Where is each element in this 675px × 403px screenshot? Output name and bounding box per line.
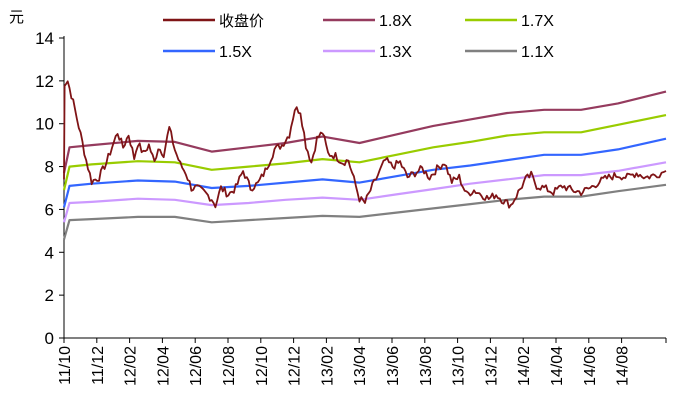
y-tick-label: 10 bbox=[35, 115, 54, 134]
x-tick-label: 13/06 bbox=[385, 346, 402, 386]
x-tick-label: 11/12 bbox=[90, 346, 107, 385]
y-tick-label: 4 bbox=[45, 243, 54, 262]
x-tick-label: 13/08 bbox=[418, 346, 435, 386]
series-line-band-1-1x bbox=[62, 183, 667, 240]
y-axis-unit-label: 元 bbox=[9, 8, 24, 26]
x-tick-label: 12/10 bbox=[254, 346, 271, 386]
legend-label-band-1-1x: 1.1X bbox=[521, 44, 554, 61]
plot-area: 0 2 4 6 8 10 12 14 11/10 11/12 12/02 12/04 12/06 12/0… bbox=[35, 29, 667, 386]
x-tick-label: 13/02 bbox=[319, 346, 336, 386]
x-tick-label: 12/04 bbox=[155, 346, 172, 386]
x-tick-label: 11/10 bbox=[57, 346, 74, 385]
y-tick-label: 14 bbox=[35, 29, 54, 48]
x-tick-label: 14/02 bbox=[516, 346, 533, 386]
y-tick-label: 0 bbox=[45, 329, 54, 348]
x-tick-label: 12/02 bbox=[123, 346, 140, 386]
legend: 收盘价 1.8X 1.7X 1.5X 1.3X 1.1X bbox=[163, 12, 554, 61]
y-tick-label: 8 bbox=[45, 158, 54, 177]
y-tick-label: 6 bbox=[45, 200, 54, 219]
legend-label-band-1-5x: 1.5X bbox=[219, 44, 252, 61]
series-line-band-1-5x bbox=[62, 137, 667, 208]
x-tick-label: 13/12 bbox=[483, 346, 500, 386]
legend-label-band-1-7x: 1.7X bbox=[521, 13, 554, 30]
x-tick-label: 14/06 bbox=[582, 346, 599, 386]
x-tick-label: 12/06 bbox=[188, 346, 205, 386]
x-tick-label: 13/04 bbox=[352, 346, 369, 386]
x-tick-label: 13/10 bbox=[451, 346, 468, 386]
series-line-close-price bbox=[63, 80, 667, 209]
series-line-band-1-3x bbox=[62, 161, 667, 223]
x-tick-label: 12/12 bbox=[287, 346, 304, 386]
series-line-band-1-7x bbox=[62, 114, 667, 191]
legend-label-band-1-3x: 1.3X bbox=[379, 44, 412, 61]
y-tick-label: 2 bbox=[45, 286, 54, 305]
x-tick-label: 14/04 bbox=[549, 346, 566, 386]
legend-label-band-1-8x: 1.8X bbox=[379, 13, 412, 30]
legend-label-close-price: 收盘价 bbox=[219, 12, 264, 30]
x-tick-label: 12/08 bbox=[221, 346, 238, 386]
y-tick-label: 12 bbox=[35, 72, 54, 91]
x-tick-label: 14/08 bbox=[615, 346, 632, 386]
